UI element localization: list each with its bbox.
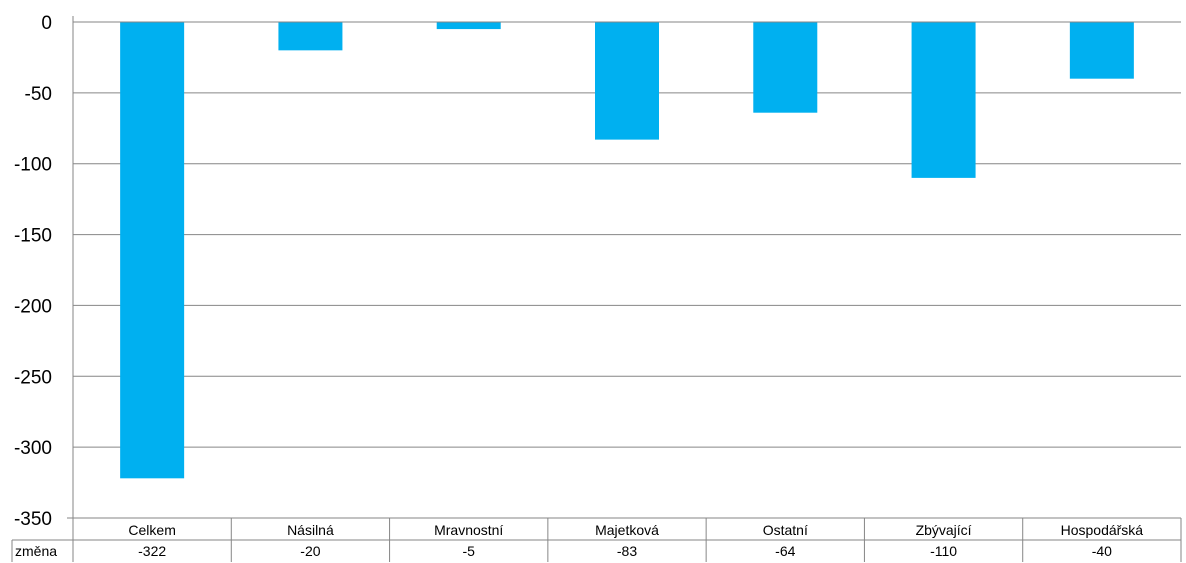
data-value-label: -110 bbox=[930, 543, 957, 559]
data-table: změna Celkem -322 Násilná -20 Mravnostní -5 Maj… bbox=[11, 517, 1182, 562]
bar-ostatní bbox=[753, 22, 818, 113]
y-tick-label: -250 bbox=[14, 367, 52, 388]
y-tick-label: 0 bbox=[41, 13, 52, 34]
category-label: Mravnostní bbox=[434, 522, 503, 538]
category-label: Majetková bbox=[595, 522, 659, 538]
category-label: Hospodářská bbox=[1061, 522, 1144, 538]
y-tick-labels: 0 -50 -100 -150 -200 -250 -300 -350 bbox=[14, 13, 52, 530]
category-label: Zbývající bbox=[916, 522, 972, 538]
y-tick-label: -100 bbox=[14, 155, 52, 176]
bar-celkem bbox=[120, 22, 185, 479]
bar-násilná bbox=[278, 22, 343, 51]
data-value-label: -20 bbox=[300, 543, 320, 559]
bar-zbývající bbox=[911, 22, 976, 178]
table-row-label: změna bbox=[15, 543, 57, 559]
axes bbox=[67, 16, 1181, 562]
bar-majetková bbox=[595, 22, 659, 140]
y-tick-label: -50 bbox=[25, 84, 52, 105]
bar-hospodářská bbox=[1069, 22, 1134, 79]
bar-mravnostní bbox=[436, 22, 501, 30]
y-tick-label: -200 bbox=[14, 296, 52, 317]
gridlines bbox=[73, 92, 1181, 448]
data-value-label: -5 bbox=[462, 543, 475, 559]
data-value-label: -40 bbox=[1092, 543, 1112, 559]
data-value-label: -83 bbox=[617, 543, 637, 559]
y-tick-label: -300 bbox=[14, 438, 52, 459]
category-label: Celkem bbox=[128, 522, 175, 538]
y-tick-label: -150 bbox=[14, 226, 52, 247]
data-value-label: -322 bbox=[138, 543, 166, 559]
data-value-label: -64 bbox=[775, 543, 795, 559]
y-tick-label: -350 bbox=[14, 509, 52, 530]
category-label: Násilná bbox=[287, 522, 334, 538]
bars bbox=[120, 22, 1134, 479]
category-label: Ostatní bbox=[763, 522, 808, 538]
